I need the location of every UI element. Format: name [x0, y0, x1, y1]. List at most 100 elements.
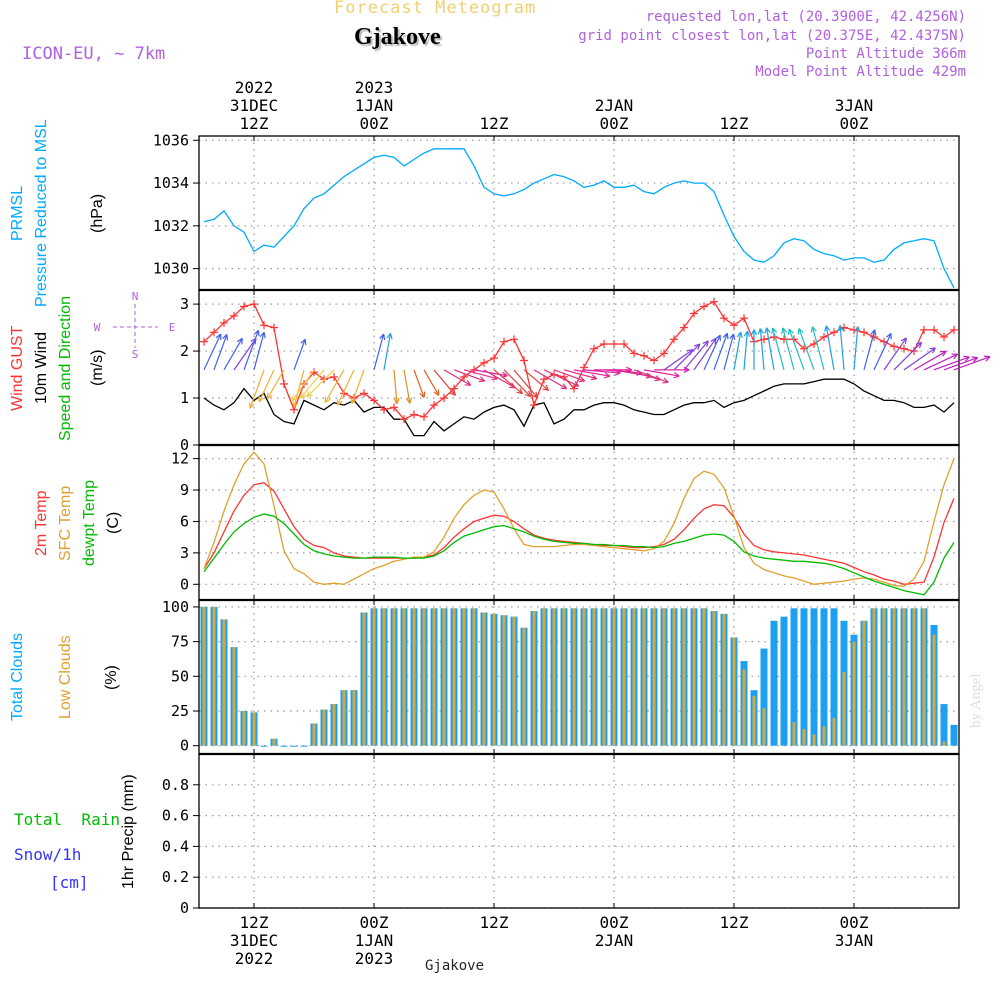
- wind-arrow-head: [579, 381, 585, 382]
- wind-arrow-head: [604, 376, 610, 378]
- station-title: Gjakove: [354, 24, 441, 51]
- cloud-bar-low: [473, 608, 476, 745]
- wind-direction-arrow: [294, 339, 306, 370]
- wind-gust-marker: [410, 410, 418, 418]
- wind-arrow-shaft: [634, 370, 668, 382]
- cloud-bar-low: [893, 608, 896, 745]
- cloud-bar-low: [673, 608, 676, 745]
- cloud-bar-low: [623, 608, 626, 745]
- compass-east: E: [169, 321, 176, 334]
- bottom-time-label: 2023: [355, 949, 394, 968]
- compass-west: W: [94, 321, 101, 334]
- wind-direction-arrow: [414, 370, 425, 398]
- cloud-bar-total: [951, 725, 958, 746]
- temp-line-2m-temp: [204, 483, 954, 585]
- wind-arrow-head: [305, 339, 306, 345]
- wind-arrow-head: [789, 329, 790, 335]
- panel-frame: [199, 136, 959, 290]
- wind-gust-marker: [490, 354, 498, 362]
- cloud-bar-low: [523, 628, 526, 746]
- wind-direction-arrow: [444, 370, 471, 385]
- wind-gust-marker: [520, 356, 528, 364]
- bottom-time-label: 12Z: [480, 913, 509, 932]
- cloud-bar-low: [633, 608, 636, 745]
- cloud-bar-low: [803, 729, 806, 746]
- cloud-bar-low: [453, 608, 456, 745]
- cloud-bar-low: [243, 711, 246, 746]
- wind-gust-marker: [260, 321, 268, 329]
- cloud-bar-low: [463, 608, 466, 745]
- wind-arrow-shaft: [524, 370, 549, 391]
- wind-gust-marker: [730, 321, 738, 329]
- wind-arrow-head: [479, 381, 485, 382]
- panel-frame: [199, 445, 959, 600]
- wind-arrow-head: [765, 328, 767, 334]
- wind-direction-arrow: [664, 350, 693, 370]
- wind-direction-arrow: [234, 338, 256, 369]
- y-tick-label: 0.2: [162, 868, 189, 886]
- label-prmsl: PRMSL: [9, 185, 27, 240]
- wind-direction-arrow: [758, 329, 764, 370]
- wind-arrow-shaft: [234, 338, 256, 369]
- wind-gust-marker: [920, 326, 928, 334]
- cloud-bar-low: [863, 621, 866, 746]
- bottom-time-label: 2022: [235, 949, 274, 968]
- cloud-bar-total: [941, 704, 948, 746]
- bottom-time-label: 12Z: [720, 913, 749, 932]
- bottom-time-label: 2JAN: [595, 931, 634, 950]
- y-tick-label: 0.8: [162, 776, 189, 794]
- cloud-bar-low: [363, 612, 366, 745]
- y-tick-label: 25: [171, 702, 189, 720]
- top-time-label: 00Z: [360, 114, 389, 133]
- wind-gust-marker: [950, 326, 958, 334]
- label-wind-unit: (m/s): [89, 350, 107, 386]
- wind-arrow-head: [410, 397, 412, 403]
- bottom-time-label: 00Z: [600, 913, 629, 932]
- cloud-bar-low: [493, 614, 496, 746]
- wind-arrow-head: [963, 356, 969, 357]
- wind-gust-marker: [740, 314, 748, 322]
- cloud-bar-low: [313, 723, 316, 745]
- wind-arrow-head: [258, 330, 259, 336]
- model-label: ICON-EU, ~ 7km: [22, 44, 165, 64]
- wind-arrow-shaft: [760, 329, 764, 370]
- top-time-label: 2022: [235, 78, 274, 97]
- wind-arrow-shaft: [840, 325, 844, 369]
- wind-arrow-shaft: [773, 328, 784, 370]
- cloud-bar-low: [223, 619, 226, 745]
- y-tick-label: 1034: [153, 174, 189, 192]
- label-temp-unit: (C): [105, 512, 123, 534]
- cloud-bar-total: [821, 608, 828, 745]
- wind-direction-arrow: [249, 370, 264, 408]
- cloud-bar-low: [733, 637, 736, 745]
- wind-direction-arrow: [224, 338, 242, 370]
- panel-frame: [199, 290, 959, 445]
- label-low-clouds: Low Clouds: [57, 635, 75, 719]
- bottom-time-label: 1JAN: [355, 931, 394, 950]
- cloud-bar-low: [653, 608, 656, 745]
- cloud-bar-low: [853, 642, 856, 746]
- cloud-bar-low: [513, 617, 516, 746]
- cloud-bar-low: [933, 635, 936, 746]
- wind-direction-arrow: [244, 330, 259, 370]
- wind-arrow-head: [772, 328, 773, 334]
- wind-arrow-shaft: [744, 331, 747, 370]
- wind-gust-marker: [530, 401, 538, 409]
- wind-direction-arrow: [782, 328, 794, 370]
- y-tick-label: 9: [180, 481, 189, 499]
- wind-direction-arrow: [734, 332, 742, 370]
- wind-arrow-head: [727, 333, 728, 339]
- wind-arrow-shaft: [259, 370, 274, 402]
- cloud-bar-low: [413, 608, 416, 745]
- y-tick-label: 100: [162, 598, 189, 616]
- cloud-bar-low: [353, 690, 356, 745]
- wind-arrow-head: [798, 328, 799, 334]
- cloud-bar-total: [261, 746, 268, 747]
- cloud-bar-total: [801, 608, 808, 745]
- wind-arrow-head: [591, 379, 597, 380]
- wind-gust-marker: [930, 326, 938, 334]
- cloud-bar-low: [383, 608, 386, 745]
- wind-arrow-head: [662, 382, 668, 383]
- cloud-bar-low: [833, 718, 836, 746]
